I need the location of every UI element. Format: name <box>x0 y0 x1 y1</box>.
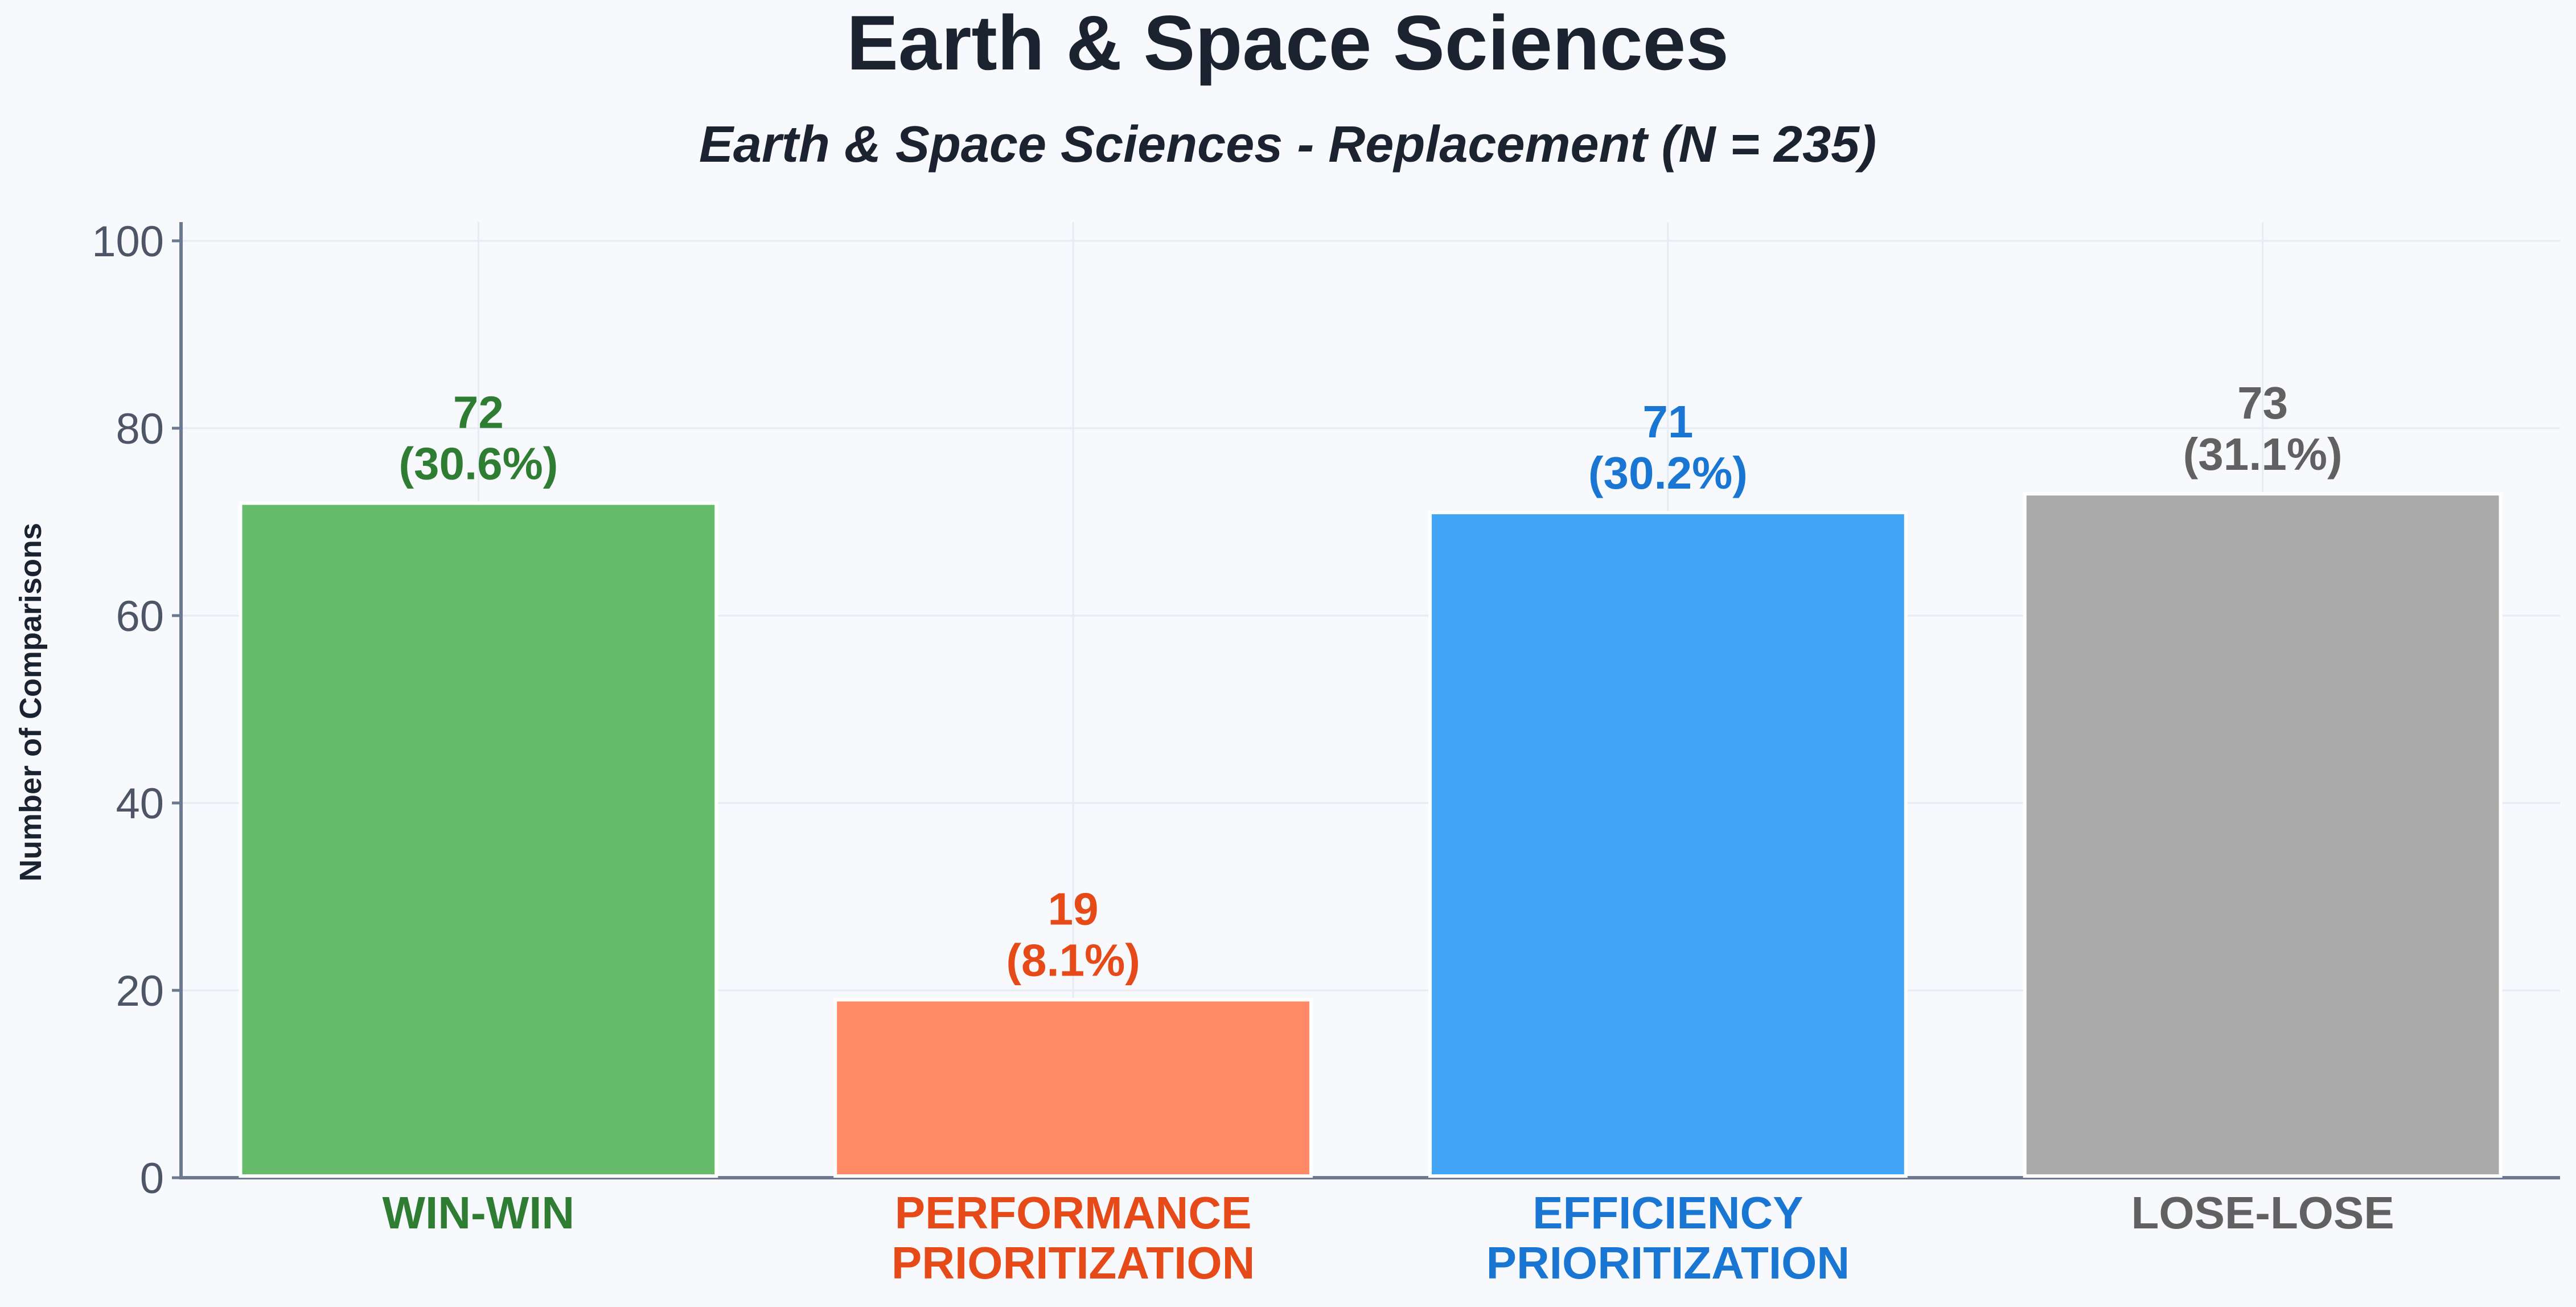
bar <box>1428 510 1908 1178</box>
bar-value-label: 72 <box>453 387 504 438</box>
bar <box>2023 492 2503 1178</box>
bar-percent-label: (30.2%) <box>1588 448 1748 498</box>
y-tick-label: 100 <box>92 218 164 266</box>
y-tick-label: 60 <box>116 592 164 641</box>
x-tick-label: LOSE-LOSE <box>2131 1187 2394 1238</box>
bar-value-label: 19 <box>1048 883 1099 934</box>
plot-area: 0 20 40 60 80 100 72(30.6%) WIN-WIN 19(8.1%) PERF… <box>92 218 2560 1288</box>
y-tick-label: 20 <box>116 967 164 1015</box>
y-tick-label: 40 <box>116 780 164 828</box>
chart-subtitle: Earth & Space Sciences - Replacement (N … <box>699 116 1876 173</box>
bar-value-label: 71 <box>1642 396 1693 447</box>
x-tick-label: PERFORMANCE <box>895 1187 1252 1238</box>
x-tick-label: PRIORITIZATION <box>891 1238 1255 1288</box>
x-tick-label: EFFICIENCY <box>1533 1187 1803 1238</box>
bar-percent-label: (30.6%) <box>398 439 558 489</box>
bar-percent-label: (31.1%) <box>2183 429 2343 480</box>
y-tick-label: 80 <box>116 405 164 453</box>
bar-value-label: 73 <box>2237 378 2288 428</box>
y-tick-label: 0 <box>140 1154 164 1203</box>
bar <box>833 998 1313 1178</box>
bar-percent-label: (8.1%) <box>1006 935 1140 985</box>
x-tick-label: WIN-WIN <box>383 1187 575 1238</box>
x-tick-label: PRIORITIZATION <box>1486 1238 1850 1288</box>
y-axis-label: Number of Comparisons <box>14 523 48 882</box>
bar <box>239 501 718 1178</box>
chart-title: Earth & Space Sciences <box>847 0 1729 86</box>
